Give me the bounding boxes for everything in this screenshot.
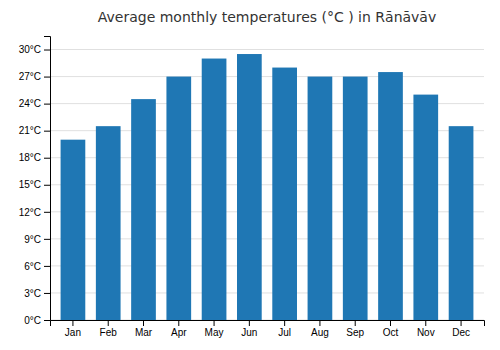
x-tick-label: Oct (383, 327, 399, 338)
y-tick-label: 21°C (19, 125, 41, 136)
x-tick-mark (178, 320, 179, 326)
x-tick-label: Jul (278, 327, 291, 338)
y-tick: 18°C (19, 152, 50, 163)
y-tick: 3°C (24, 288, 50, 299)
x-tick-mark (249, 320, 250, 326)
bar (202, 59, 227, 320)
x-tick-mark (108, 320, 109, 326)
y-tick-label: 9°C (24, 234, 41, 245)
x-tick-mark (284, 320, 285, 326)
y-tick: 30°C (19, 44, 50, 55)
y-tick: 27°C (19, 71, 50, 82)
y-tick-label: 6°C (24, 261, 41, 272)
x-tick-mark (72, 320, 73, 326)
bar (96, 126, 121, 320)
bar (413, 95, 438, 320)
x-tick-label: Apr (171, 327, 187, 338)
y-tick: 21°C (19, 125, 50, 136)
y-tick-mark (44, 212, 50, 213)
y-tick-mark (44, 50, 50, 51)
x-tick: Apr (171, 320, 187, 338)
title: Average monthly temperatures (°C ) in Rā… (98, 9, 436, 25)
x-tick-mark (390, 320, 391, 326)
y-tick-mark (44, 158, 50, 159)
y-tick-label: 30°C (19, 44, 41, 55)
x-tick: Nov (417, 320, 435, 338)
x-tick-mark (461, 320, 462, 326)
y-tick-label: 27°C (19, 71, 41, 82)
y-tick: 12°C (19, 207, 50, 218)
x-tick-label: Mar (135, 327, 153, 338)
x-tick-mark (143, 320, 144, 326)
bar (166, 77, 191, 320)
bar (378, 72, 403, 320)
x-tick: Jun (241, 320, 257, 338)
plot: 0°C 3°C 6°C 9°C 12°C 15°C 18°C 21°C 24°C 27°C 30°C… (19, 37, 485, 339)
y-axis-line (44, 37, 51, 321)
y-tick: 9°C (24, 234, 50, 245)
y-tick: 15°C (19, 179, 50, 190)
x-tick: May (205, 320, 224, 338)
x-tick-label: Dec (452, 327, 470, 338)
x-tick-label: Nov (417, 327, 435, 338)
x-tick-mark (214, 320, 215, 326)
x-tick: Sep (346, 320, 364, 338)
y-tick-mark (44, 185, 50, 186)
bar (308, 77, 333, 320)
bar (343, 77, 368, 320)
y-axis: 0°C 3°C 6°C 9°C 12°C 15°C 18°C 21°C 24°C 27°C 30°C (19, 37, 51, 326)
x-tick: Aug (311, 320, 329, 338)
grid (50, 50, 484, 320)
y-tick-label: 24°C (19, 98, 41, 109)
chart: 0°C 3°C 6°C 9°C 12°C 15°C 18°C 21°C 24°C 27°C 30°C… (0, 0, 500, 350)
bar (131, 99, 156, 320)
x-tick-label: Feb (100, 327, 118, 338)
y-tick-mark (44, 131, 50, 132)
x-tick-label: Aug (311, 327, 329, 338)
x-tick-label: Sep (346, 327, 364, 338)
y-tick-mark (44, 320, 50, 321)
bar (272, 68, 297, 320)
y-tick-mark (44, 104, 50, 105)
x-axis: Jan Feb Mar Apr May Jun Jul Aug Sep Oct Nov Dec (51, 320, 485, 338)
x-tick-mark (425, 320, 426, 326)
x-tick-label: Jan (65, 327, 81, 338)
y-tick: 0°C (24, 315, 50, 326)
x-tick: Jul (278, 320, 291, 338)
x-tick-label: May (205, 327, 224, 338)
x-tick: Oct (383, 320, 399, 338)
grid-line (50, 76, 484, 77)
x-tick-mark (319, 320, 320, 326)
y-tick-label: 3°C (24, 288, 41, 299)
bar (237, 54, 262, 320)
bar (449, 126, 474, 320)
y-tick-mark (44, 77, 50, 78)
y-tick: 6°C (24, 261, 50, 272)
x-tick: Mar (135, 320, 153, 338)
bars (61, 54, 474, 320)
grid-line (50, 49, 484, 50)
y-tick-mark (44, 293, 50, 294)
y-tick-mark (44, 239, 50, 240)
y-tick-label: 15°C (19, 179, 41, 190)
x-tick-label: Jun (241, 327, 257, 338)
y-tick-mark (44, 266, 50, 267)
bar (61, 140, 86, 320)
x-tick-mark (355, 320, 356, 326)
x-tick: Dec (452, 320, 470, 338)
x-axis-line (51, 321, 485, 327)
y-tick-label: 12°C (19, 207, 41, 218)
y-tick: 24°C (19, 98, 50, 109)
y-tick-label: 18°C (19, 152, 41, 163)
x-tick: Jan (65, 320, 81, 338)
y-tick-label: 0°C (24, 315, 41, 326)
x-tick: Feb (100, 320, 118, 338)
